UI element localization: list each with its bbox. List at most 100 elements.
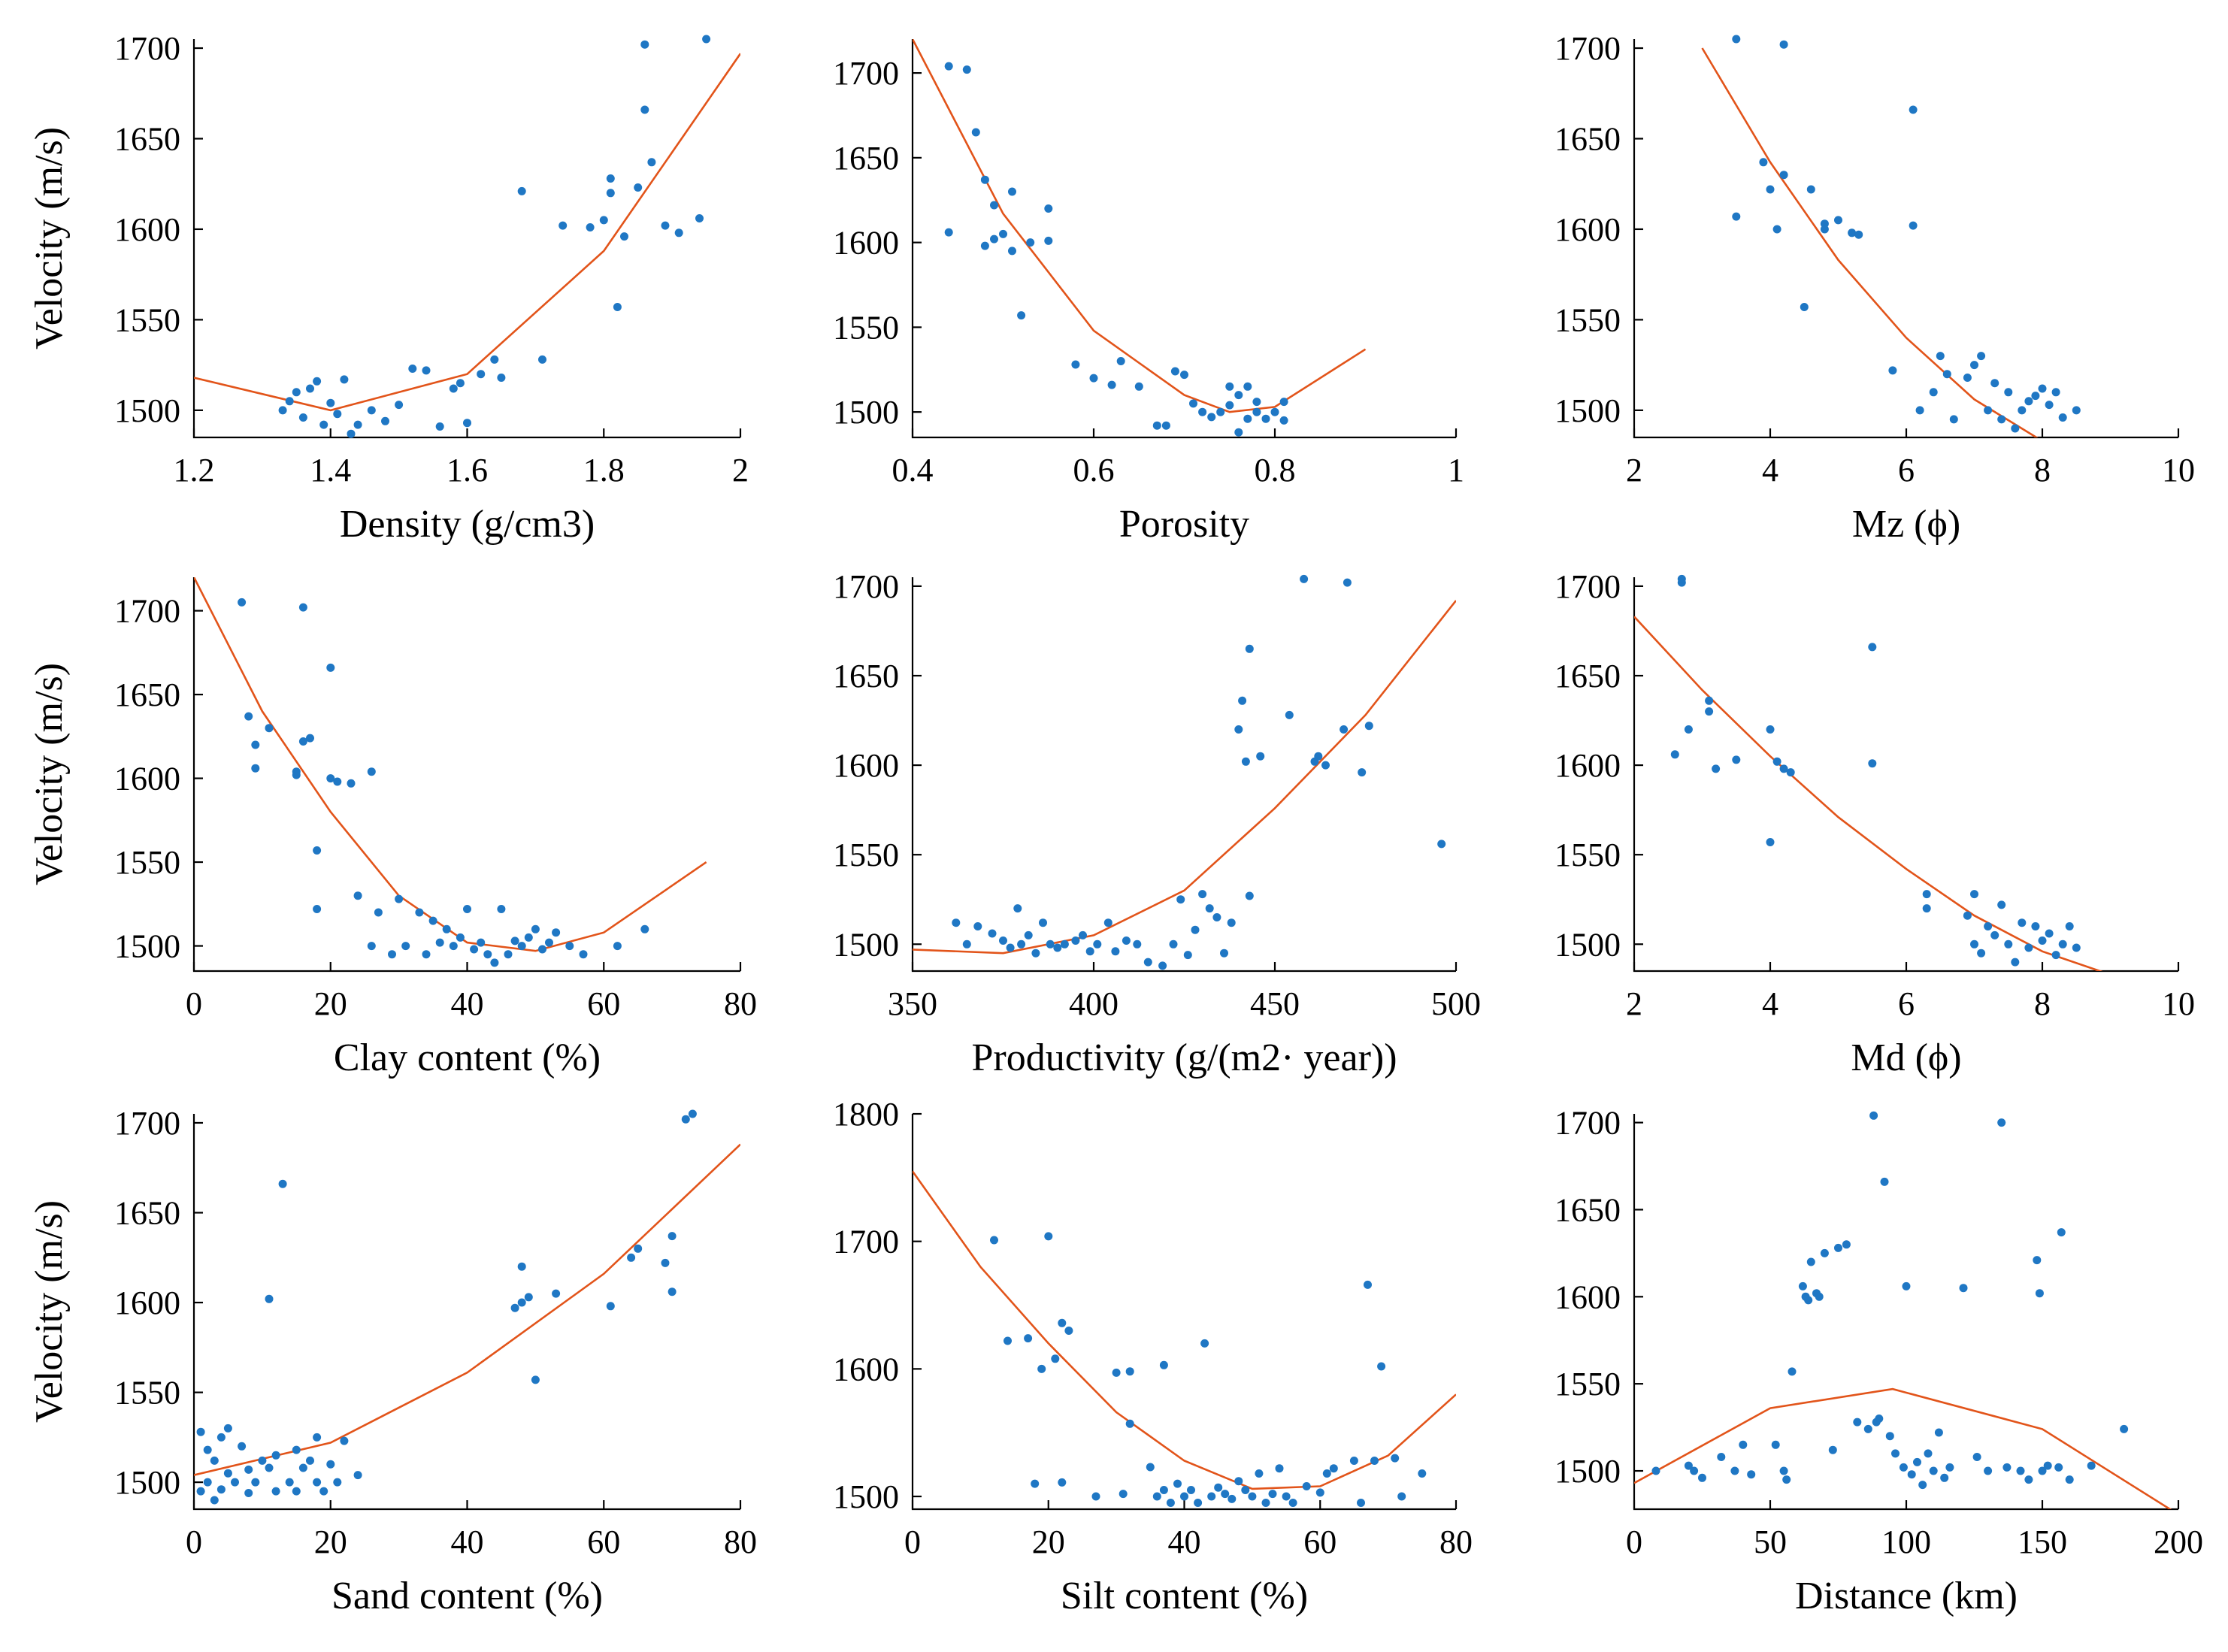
data-point [1854, 230, 1863, 239]
y-axis-label: Velocity (m/s) [28, 1200, 71, 1423]
data-point [538, 945, 546, 954]
data-point [313, 846, 322, 855]
data-point [1806, 185, 1815, 194]
data-point [1058, 1478, 1067, 1487]
data-point [1004, 1336, 1012, 1345]
data-point [1119, 1490, 1128, 1499]
data-point [306, 1456, 314, 1465]
data-point [973, 922, 982, 930]
data-point [1772, 225, 1781, 234]
data-point [1200, 1339, 1209, 1348]
panel-6: 2 4 6 8 10 1500 1550 1600 1650 1700 Md (ϕ) [1554, 568, 2195, 1079]
data-point [980, 241, 989, 250]
data-point [599, 216, 608, 225]
panel-4: 0 20 40 60 80 1500 1550 1600 1650 1700 Clay conten… [28, 577, 757, 1079]
data-point [1107, 380, 1116, 389]
data-point [2031, 922, 2040, 930]
data-point [944, 228, 953, 237]
data-point [1207, 1492, 1216, 1501]
data-point [613, 303, 622, 311]
data-point [1044, 204, 1053, 213]
data-point [1929, 388, 1938, 397]
data-point [999, 936, 1007, 945]
data-point [1984, 922, 1993, 930]
x-axis-label: Density (g/cm3) [340, 503, 595, 546]
data-point [347, 429, 356, 438]
data-point [1984, 406, 1993, 415]
data-point [319, 1487, 328, 1496]
data-point [1159, 1360, 1168, 1369]
data-point [313, 905, 322, 913]
data-point [1261, 1499, 1270, 1507]
data-point [1321, 761, 1330, 770]
data-point [238, 598, 247, 607]
data-point [667, 1232, 677, 1241]
data-point [1377, 1362, 1386, 1371]
data-point [1044, 236, 1053, 245]
data-point [1730, 1466, 1739, 1475]
data-point [1977, 352, 1986, 361]
data-point [2011, 958, 2020, 967]
data-point [1093, 939, 1102, 949]
data-point [1945, 1463, 1954, 1472]
data-point [1358, 768, 1367, 777]
data-point [326, 774, 335, 783]
y-tick-label: 1550 [114, 1375, 180, 1411]
data-point [531, 924, 540, 933]
x-tick-label: 0 [904, 1523, 921, 1560]
data-point [1370, 1457, 1379, 1465]
data-point [326, 398, 335, 407]
data-point [2018, 406, 2027, 415]
data-point [1868, 643, 1877, 652]
data-point [1349, 1457, 1358, 1465]
y-tick-label: 1600 [1554, 1278, 1621, 1315]
data-point [1205, 904, 1214, 913]
data-point [292, 1487, 301, 1496]
y-tick-label: 1550 [833, 837, 899, 873]
data-point [1079, 930, 1087, 939]
x-tick-label: 1.6 [447, 452, 488, 489]
data-point [292, 767, 301, 776]
data-point [1934, 1428, 1943, 1437]
data-point [2024, 1475, 2033, 1484]
data-point [1161, 421, 1170, 430]
data-point [251, 1478, 260, 1487]
data-point [2054, 1463, 2063, 1472]
data-point [1828, 1445, 1837, 1454]
data-point [1122, 936, 1131, 945]
data-point [210, 1496, 219, 1505]
data-point [1690, 1466, 1699, 1475]
x-tick-label: 60 [1303, 1523, 1336, 1560]
data-point [298, 603, 307, 612]
x-tick-label: 60 [587, 1523, 620, 1560]
data-point [1198, 890, 1207, 899]
data-point [1977, 949, 1986, 958]
data-point [306, 734, 314, 743]
data-point [1017, 311, 1026, 320]
data-point [244, 712, 253, 721]
data-point [1064, 1327, 1073, 1335]
data-point [2057, 1228, 2066, 1237]
data-point [681, 1115, 690, 1124]
data-point [347, 779, 356, 788]
data-point [627, 1253, 636, 1262]
data-point [1116, 357, 1125, 365]
data-point [265, 1294, 274, 1303]
data-point [1902, 1281, 1911, 1290]
data-point [203, 1478, 212, 1487]
data-point [298, 413, 307, 422]
data-point [1125, 1419, 1134, 1428]
data-point [1766, 838, 1775, 846]
data-point [1270, 407, 1279, 416]
data-point [265, 1463, 274, 1472]
y-axis-label: Velocity (m/s) [28, 127, 71, 349]
y-tick-label: 1700 [114, 1105, 180, 1142]
data-point [1834, 1243, 1842, 1252]
data-point [340, 375, 349, 384]
data-point [333, 410, 342, 419]
data-point [517, 1262, 526, 1271]
y-tick-label: 1650 [833, 140, 899, 177]
data-point [1997, 1118, 2006, 1127]
data-point [1364, 1280, 1372, 1289]
data-point [1909, 221, 1918, 230]
